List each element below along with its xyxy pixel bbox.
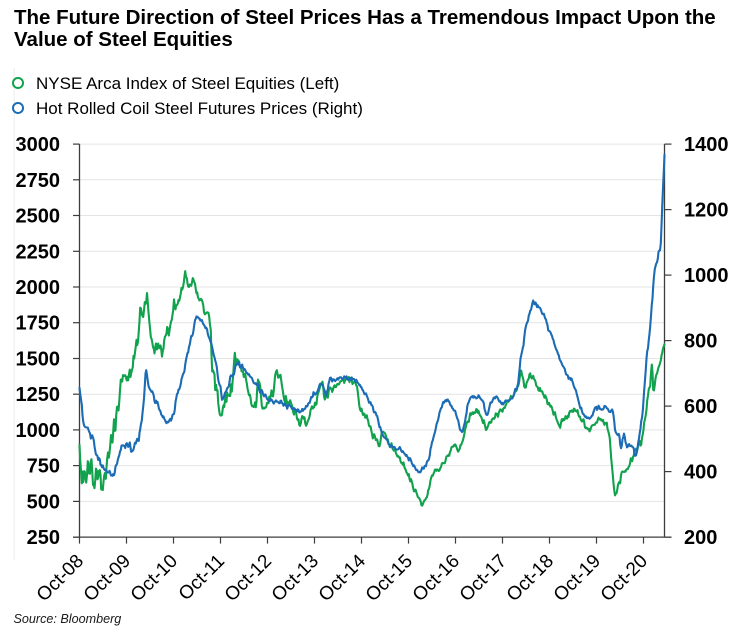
svg-text:250: 250 [27, 527, 60, 549]
svg-text:1200: 1200 [684, 200, 729, 222]
svg-text:Oct-19: Oct-19 [550, 551, 605, 606]
svg-text:Oct-13: Oct-13 [268, 551, 323, 606]
svg-text:2750: 2750 [16, 170, 61, 192]
svg-text:500: 500 [27, 491, 60, 513]
svg-text:Oct-14: Oct-14 [315, 550, 370, 605]
svg-text:1250: 1250 [16, 384, 61, 406]
svg-text:Oct-17: Oct-17 [456, 551, 511, 606]
svg-text:3000: 3000 [16, 134, 61, 156]
svg-text:Oct-10: Oct-10 [127, 551, 182, 606]
svg-text:2250: 2250 [16, 241, 61, 263]
svg-text:1750: 1750 [16, 313, 61, 335]
svg-text:Oct-15: Oct-15 [362, 551, 417, 606]
svg-text:750: 750 [27, 456, 60, 478]
svg-text:Oct-18: Oct-18 [503, 551, 558, 606]
svg-text:2500: 2500 [16, 206, 61, 228]
svg-text:800: 800 [684, 331, 717, 353]
svg-text:Oct-11: Oct-11 [175, 551, 229, 605]
svg-text:Oct-16: Oct-16 [409, 551, 464, 606]
svg-text:Oct-12: Oct-12 [221, 551, 276, 606]
svg-text:Oct-09: Oct-09 [80, 551, 135, 606]
svg-text:400: 400 [684, 462, 717, 484]
svg-text:1000: 1000 [684, 265, 729, 287]
svg-text:1500: 1500 [16, 349, 61, 371]
svg-text:2000: 2000 [16, 277, 61, 299]
svg-text:600: 600 [684, 396, 717, 418]
svg-text:1400: 1400 [684, 134, 729, 156]
svg-text:1000: 1000 [16, 420, 61, 442]
svg-text:Oct-20: Oct-20 [597, 551, 652, 606]
svg-text:200: 200 [684, 527, 717, 549]
svg-text:Oct-08: Oct-08 [33, 551, 88, 606]
